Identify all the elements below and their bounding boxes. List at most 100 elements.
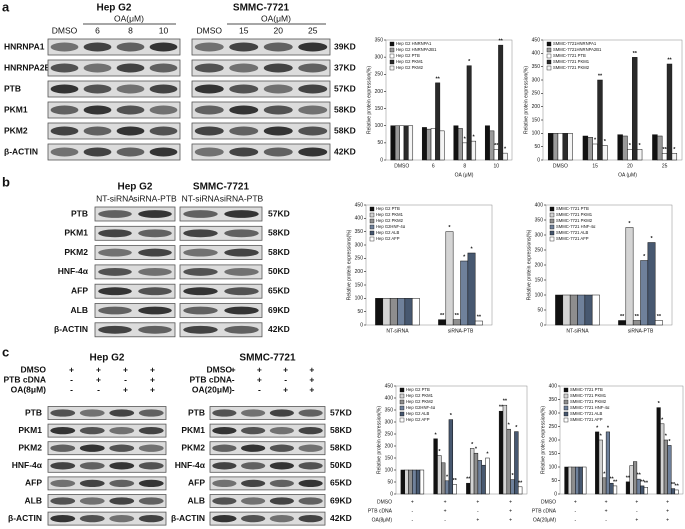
bar (382, 298, 391, 326)
blot-band (98, 287, 132, 296)
significance: ** (453, 478, 458, 484)
treatment-sign: - (477, 508, 479, 514)
lane-label: 8 (128, 25, 133, 35)
row-label: PKM1 (4, 104, 28, 114)
blot-strip (191, 59, 331, 77)
blot-band (212, 497, 237, 505)
significance: * (673, 147, 676, 153)
bar (622, 135, 628, 161)
x-tick-label: siRNA-PTB (628, 328, 654, 334)
bar (438, 319, 447, 326)
blot-band (109, 444, 135, 452)
treatment-sign: - (412, 508, 414, 514)
row-label: HNF-4α (175, 460, 206, 470)
treatment-sign: + (69, 364, 74, 374)
bar (510, 479, 515, 495)
blot-band (149, 84, 178, 94)
significance: * (596, 425, 599, 431)
y-tick-label: 200 (535, 262, 544, 268)
lane-label: NT-siRNA (96, 193, 134, 203)
treatment-sign: + (411, 499, 414, 505)
bar (575, 466, 580, 495)
significance: * (468, 59, 471, 65)
bar (625, 481, 630, 495)
blot-band (50, 426, 76, 435)
treatment-sign: + (509, 517, 512, 523)
x-tick-label: 10 (493, 163, 499, 169)
blot-strip (191, 122, 331, 140)
bar (597, 79, 603, 161)
treatment-sign: - (124, 374, 127, 384)
blot-strip (47, 38, 181, 56)
blot-band (138, 444, 164, 452)
significance: * (639, 143, 642, 149)
bar (577, 294, 586, 326)
blot-band (269, 426, 294, 435)
legend-label: SMMC-7721 PTB (556, 206, 589, 211)
blot-band (212, 426, 237, 435)
significance: * (658, 401, 661, 407)
bar (613, 485, 618, 495)
treatment-sign: + (509, 508, 512, 514)
blot-band (194, 84, 224, 94)
legend-swatch (369, 218, 375, 224)
panel-label: b (2, 174, 10, 189)
legend-swatch (546, 65, 552, 71)
bar (578, 466, 583, 495)
significance: ** (671, 482, 676, 488)
legend-swatch (399, 387, 405, 393)
blot-band (109, 409, 135, 417)
bar (569, 294, 578, 326)
bar (419, 469, 425, 495)
blot-band (116, 84, 145, 94)
bar (656, 407, 661, 495)
legend-label: SMMC-7721 PKM2 (553, 65, 590, 70)
significance: ** (635, 314, 640, 320)
size-label: 42KD (330, 513, 352, 523)
significance: * (665, 433, 668, 439)
bar (660, 423, 665, 495)
bar (474, 320, 483, 326)
bar (390, 125, 396, 161)
bar (466, 482, 471, 495)
significance: * (486, 451, 489, 457)
significance: ** (436, 76, 441, 82)
significance: ** (466, 477, 471, 483)
blot-band (263, 105, 293, 115)
bar (493, 149, 499, 161)
row-label: AFP (188, 478, 205, 488)
blot-band (116, 126, 145, 136)
legend-swatch (563, 399, 569, 405)
blot-band (224, 267, 259, 276)
bar (498, 44, 504, 161)
blot-strip (47, 423, 167, 438)
bar (467, 252, 476, 326)
blot-band (224, 287, 259, 296)
lane-label: 25 (308, 25, 318, 35)
blot-band (224, 306, 259, 315)
row-label: AFP (71, 285, 88, 295)
bar (435, 82, 441, 161)
bar (400, 469, 405, 495)
bar (415, 469, 421, 495)
treatment-sign: + (444, 499, 447, 505)
legend-label: Hep G2 ALB (406, 411, 429, 416)
legend-label: SMMC-7721 HNF-4α (556, 224, 596, 229)
legend-swatch (546, 41, 552, 47)
y-tick-label: 300 (375, 54, 384, 60)
treatment-sign: + (309, 374, 314, 384)
bar (640, 260, 649, 326)
blot-strip (47, 494, 167, 508)
treatment-sign: - (575, 517, 577, 523)
y-tick-label: 200 (549, 437, 558, 443)
y-tick-label: 400 (532, 51, 541, 57)
row-label: ALB (188, 495, 205, 505)
blot-band (269, 479, 294, 488)
treatment-sign: + (123, 384, 128, 394)
blot-band (229, 63, 259, 73)
significance: ** (657, 314, 662, 320)
lane-label: 10 (159, 25, 169, 35)
blot-strip (47, 511, 167, 526)
treatment-sign: + (666, 517, 669, 523)
